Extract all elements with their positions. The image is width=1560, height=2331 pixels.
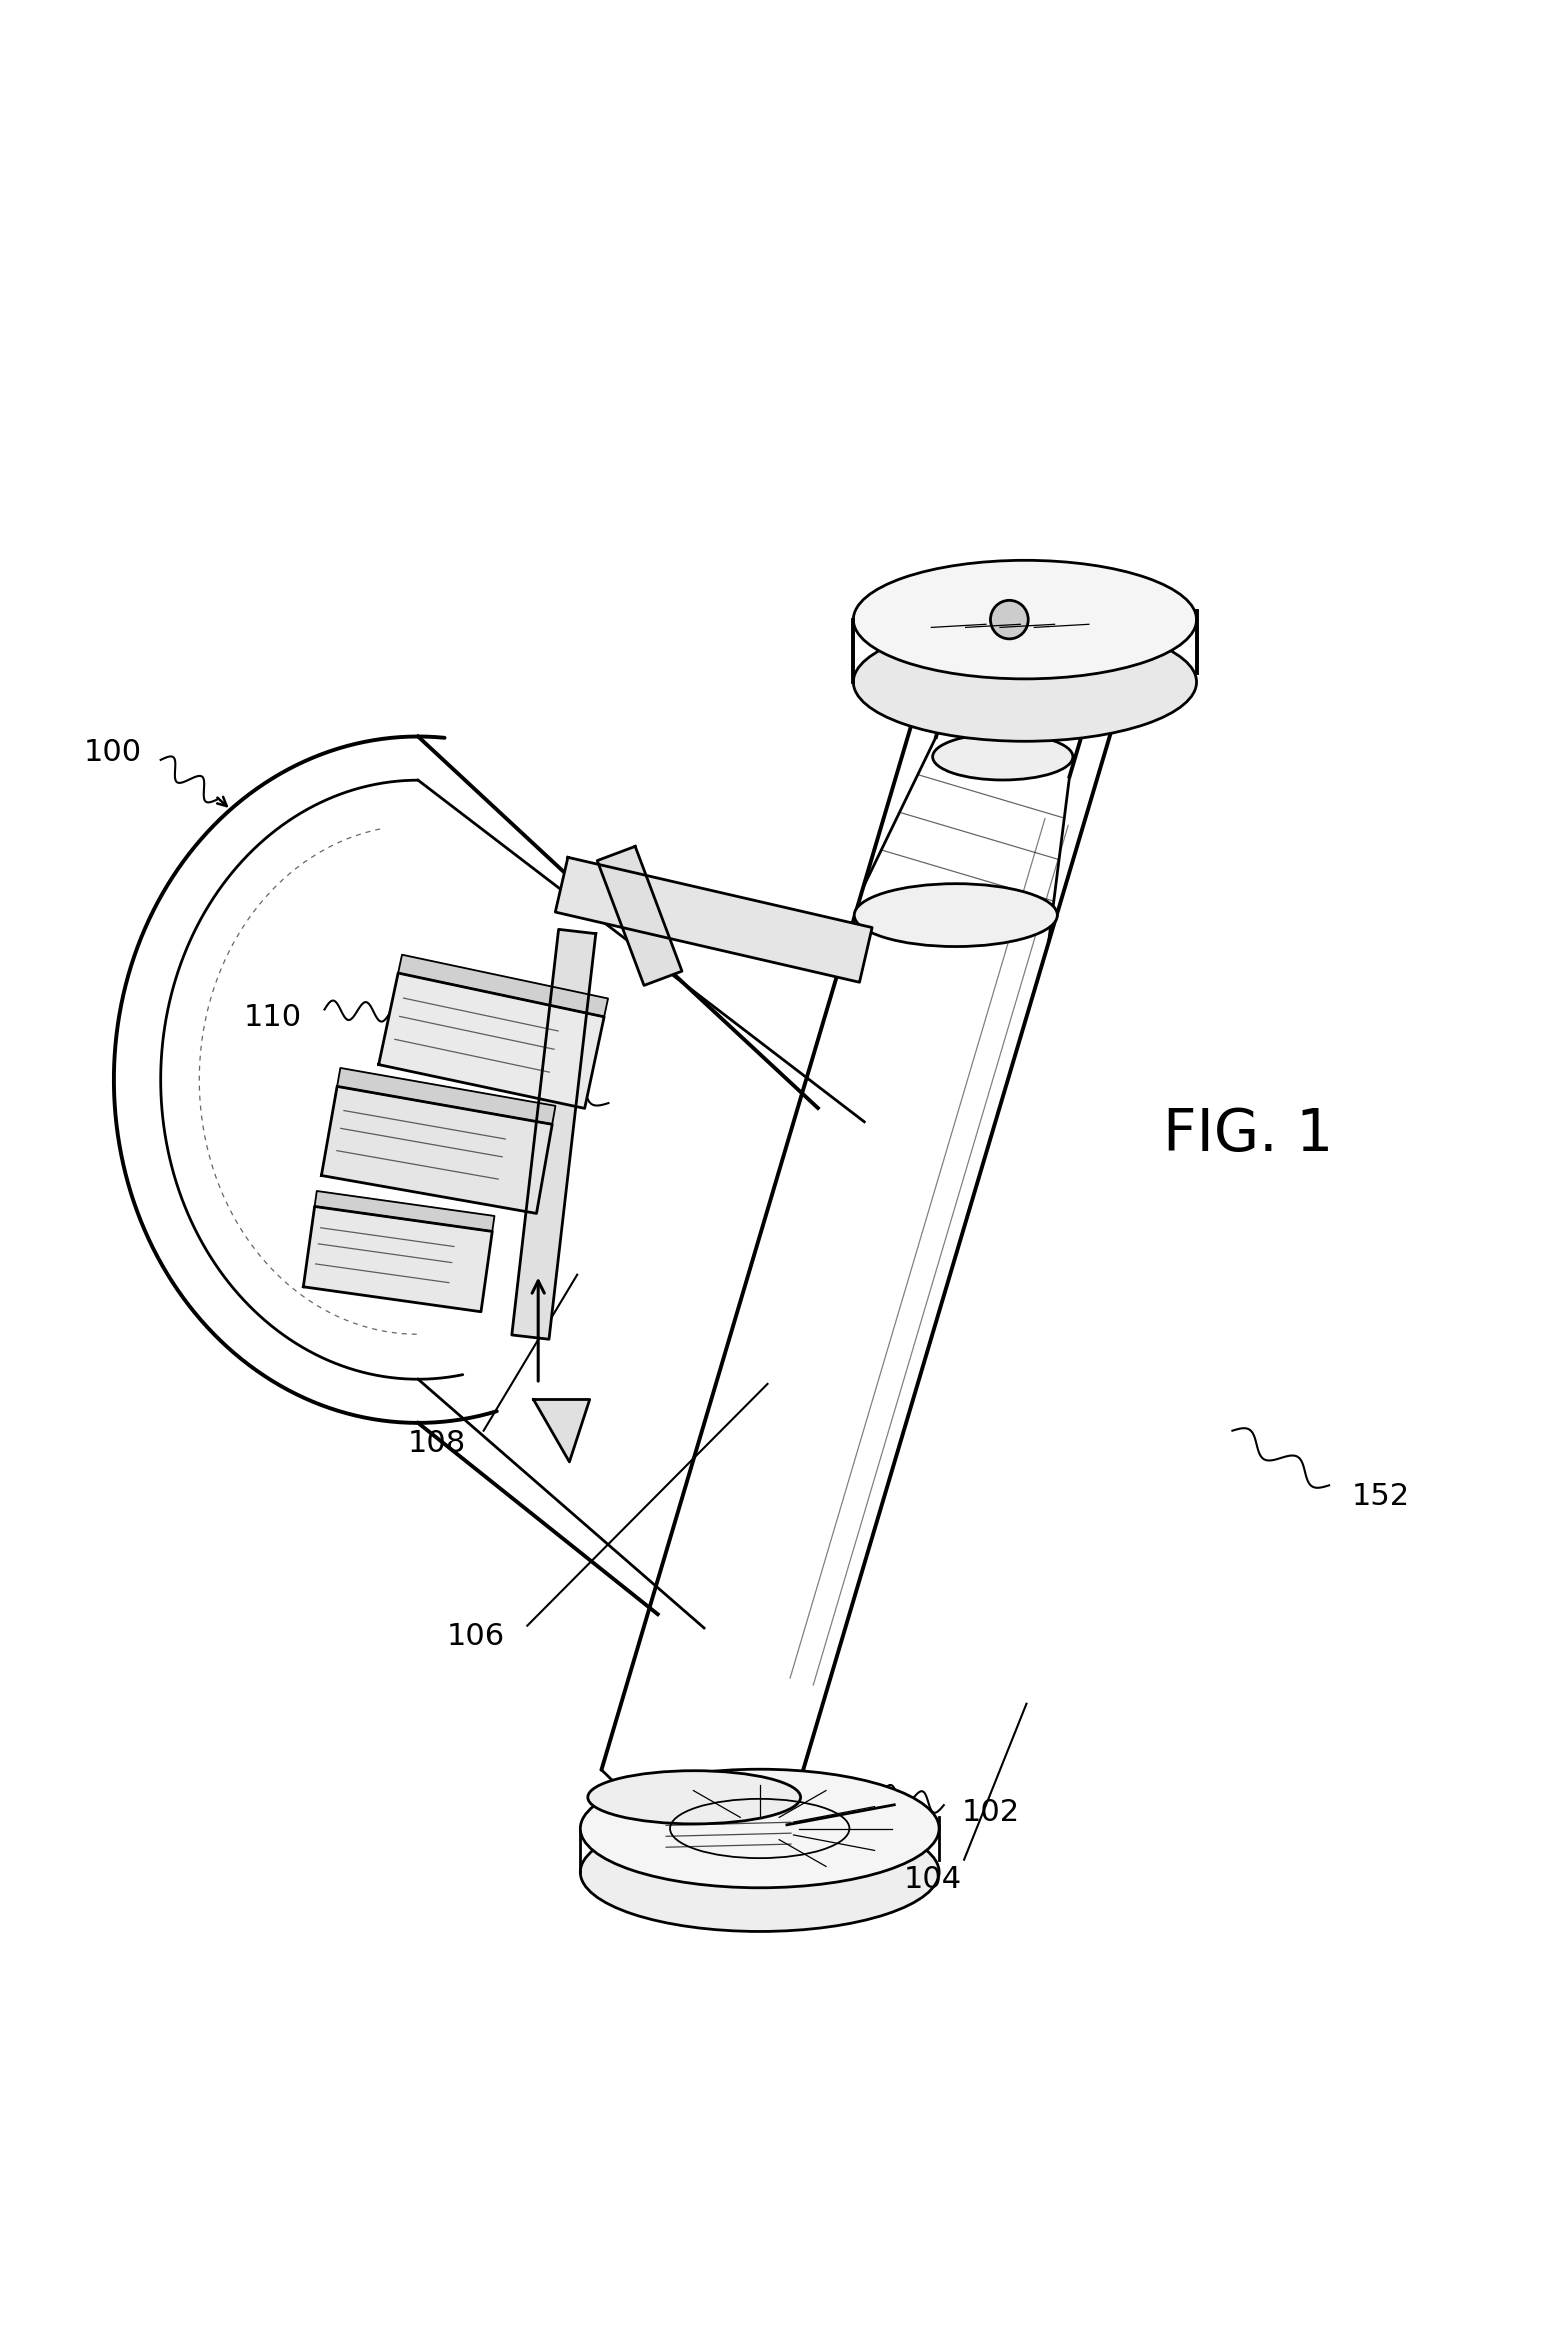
Ellipse shape bbox=[580, 1814, 939, 1932]
Polygon shape bbox=[398, 956, 608, 1016]
Polygon shape bbox=[337, 1068, 555, 1124]
Ellipse shape bbox=[952, 676, 1090, 718]
Ellipse shape bbox=[855, 883, 1058, 946]
Text: 102: 102 bbox=[961, 1800, 1020, 1828]
Text: 152: 152 bbox=[1351, 1483, 1410, 1510]
Polygon shape bbox=[512, 930, 596, 1340]
Ellipse shape bbox=[991, 601, 1028, 639]
Text: 100: 100 bbox=[83, 737, 142, 767]
Text: 110: 110 bbox=[243, 1002, 303, 1033]
Ellipse shape bbox=[580, 1769, 939, 1888]
Text: 108: 108 bbox=[407, 1429, 466, 1457]
Text: 104: 104 bbox=[903, 1865, 963, 1895]
Polygon shape bbox=[315, 1191, 495, 1231]
Ellipse shape bbox=[933, 734, 1073, 781]
Polygon shape bbox=[321, 1086, 552, 1214]
Polygon shape bbox=[555, 858, 872, 981]
Ellipse shape bbox=[853, 559, 1197, 678]
Polygon shape bbox=[303, 1207, 493, 1312]
Text: 154: 154 bbox=[432, 1023, 491, 1051]
Text: FIG. 1: FIG. 1 bbox=[1162, 1105, 1334, 1163]
Polygon shape bbox=[597, 846, 682, 986]
Ellipse shape bbox=[853, 622, 1197, 741]
Text: 106: 106 bbox=[446, 1622, 505, 1650]
Polygon shape bbox=[534, 1399, 590, 1462]
Ellipse shape bbox=[588, 1772, 800, 1823]
Polygon shape bbox=[379, 972, 604, 1107]
